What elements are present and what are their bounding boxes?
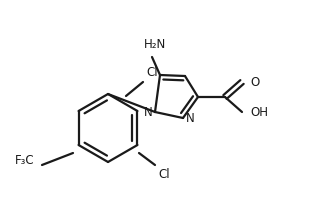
Text: O: O (250, 75, 259, 89)
Text: F₃C: F₃C (14, 154, 34, 167)
Text: Cl: Cl (146, 66, 158, 79)
Text: H₂N: H₂N (144, 38, 166, 51)
Text: OH: OH (250, 105, 268, 119)
Text: N: N (144, 105, 152, 119)
Text: N: N (185, 112, 194, 125)
Text: Cl: Cl (158, 168, 170, 181)
